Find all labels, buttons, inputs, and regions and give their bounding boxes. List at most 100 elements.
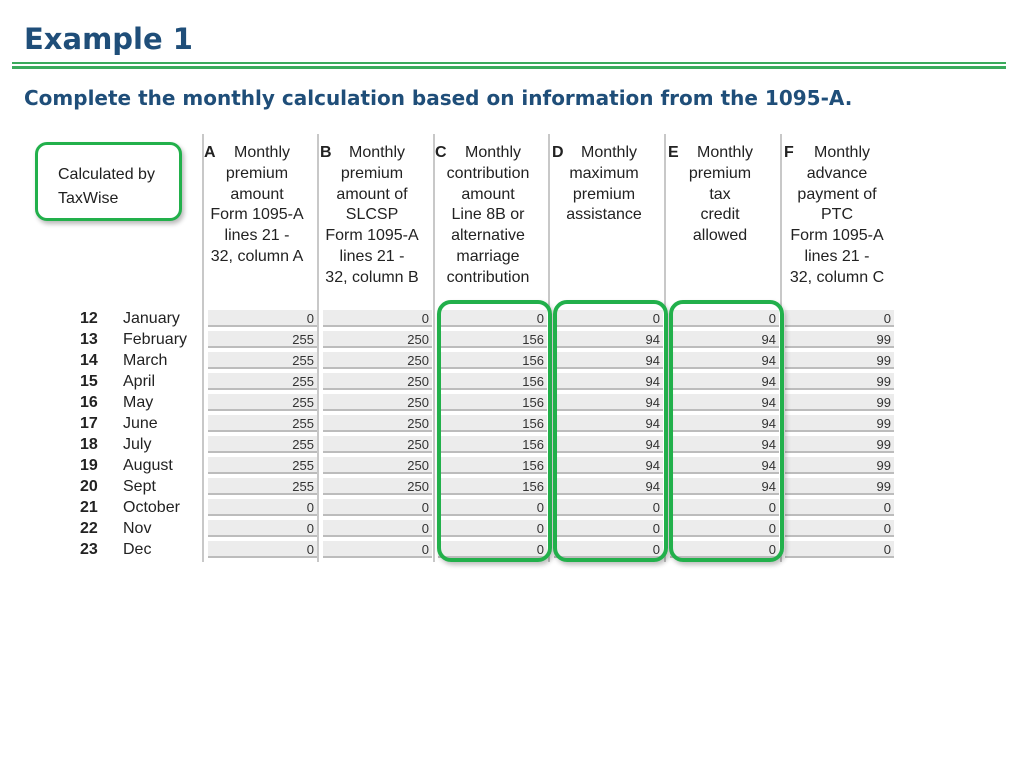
value-cell-c[interactable]: 156 — [438, 478, 547, 495]
value-cell-a[interactable]: 255 — [208, 331, 317, 348]
callout-line-2: TaxWise — [58, 190, 119, 207]
value-cell-c[interactable]: 156 — [438, 373, 547, 390]
column-header-line: Form 1095-A — [790, 227, 884, 245]
value-cell-b[interactable]: 250 — [323, 394, 432, 411]
value-cell-f[interactable]: 99 — [785, 478, 894, 495]
value-cell-a[interactable]: 255 — [208, 352, 317, 369]
value-cell-d[interactable]: 94 — [554, 373, 663, 390]
column-header-line: Monthly — [348, 144, 406, 161]
callout-line-1: Calculated by — [58, 166, 155, 183]
value-cell-e[interactable]: 94 — [670, 352, 779, 369]
value-cell-f[interactable]: 99 — [785, 436, 894, 453]
value-cell-c[interactable]: 156 — [438, 331, 547, 348]
value-cell-e[interactable]: 94 — [670, 478, 779, 495]
value-cell-a[interactable]: 255 — [208, 478, 317, 495]
value-cell-c[interactable]: 156 — [438, 352, 547, 369]
value-cell-d[interactable]: 94 — [554, 331, 663, 348]
value-cell-f[interactable]: 0 — [785, 310, 894, 327]
value-cell-e[interactable]: 0 — [670, 499, 779, 516]
column-header-line: maximum — [569, 164, 639, 182]
value-cell-c[interactable]: 0 — [438, 520, 547, 537]
value-cell-f[interactable]: 0 — [785, 541, 894, 558]
column-letter: D — [552, 144, 564, 161]
value-cell-a[interactable]: 255 — [208, 415, 317, 432]
value-cell-b[interactable]: 250 — [323, 457, 432, 474]
value-cell-e[interactable]: 94 — [670, 457, 779, 474]
value-cell-c[interactable]: 156 — [438, 436, 547, 453]
value-cell-b[interactable]: 250 — [323, 478, 432, 495]
value-cell-b[interactable]: 250 — [323, 415, 432, 432]
value-cell-d[interactable]: 94 — [554, 394, 663, 411]
row-line-number: 19 — [80, 457, 98, 474]
row-line-number: 18 — [80, 436, 98, 453]
value-cell-f[interactable]: 0 — [785, 499, 894, 516]
value-cell-e[interactable]: 94 — [670, 394, 779, 411]
value-cell-c[interactable]: 156 — [438, 415, 547, 432]
value-cell-b[interactable]: 0 — [323, 520, 432, 537]
value-cell-d[interactable]: 0 — [554, 310, 663, 327]
value-cell-f[interactable]: 99 — [785, 394, 894, 411]
value-cell-a[interactable]: 255 — [208, 457, 317, 474]
column-letter: F — [784, 144, 794, 161]
value-cell-d[interactable]: 0 — [554, 520, 663, 537]
value-cell-c[interactable]: 0 — [438, 310, 547, 327]
value-cell-d[interactable]: 94 — [554, 415, 663, 432]
column-header-line: Line 8B or — [451, 206, 525, 224]
value-cell-a[interactable]: 0 — [208, 541, 317, 558]
column-separator — [317, 134, 319, 562]
column-header-line: lines 21 - — [804, 248, 870, 265]
column-header-line: amount of — [336, 185, 408, 203]
row-month-label: June — [123, 415, 158, 432]
value-cell-d[interactable]: 94 — [554, 457, 663, 474]
value-cell-f[interactable]: 99 — [785, 373, 894, 390]
column-letter: E — [668, 144, 679, 161]
row-line-number: 14 — [80, 352, 98, 369]
value-cell-e[interactable]: 0 — [670, 520, 779, 537]
value-cell-b[interactable]: 250 — [323, 331, 432, 348]
row-line-number: 22 — [80, 520, 98, 537]
value-cell-e[interactable]: 94 — [670, 415, 779, 432]
column-letter: C — [435, 144, 447, 161]
value-cell-b[interactable]: 0 — [323, 310, 432, 327]
value-cell-a[interactable]: 0 — [208, 310, 317, 327]
value-cell-e[interactable]: 94 — [670, 373, 779, 390]
value-cell-f[interactable]: 99 — [785, 331, 894, 348]
value-cell-d[interactable]: 0 — [554, 541, 663, 558]
value-cell-e[interactable]: 94 — [670, 436, 779, 453]
column-header-line: Monthly — [580, 144, 638, 161]
value-cell-a[interactable]: 0 — [208, 499, 317, 516]
value-cell-a[interactable]: 255 — [208, 373, 317, 390]
value-cell-d[interactable]: 94 — [554, 436, 663, 453]
slide-subtitle: Complete the monthly calculation based o… — [24, 86, 853, 110]
value-cell-e[interactable]: 0 — [670, 310, 779, 327]
row-month-label: Sept — [123, 478, 156, 495]
value-cell-c[interactable]: 156 — [438, 394, 547, 411]
value-cell-d[interactable]: 0 — [554, 499, 663, 516]
value-cell-a[interactable]: 255 — [208, 436, 317, 453]
column-header-line: lines 21 - — [224, 227, 290, 245]
value-cell-f[interactable]: 99 — [785, 457, 894, 474]
value-cell-e[interactable]: 94 — [670, 331, 779, 348]
column-header-line: PTC — [821, 206, 853, 224]
value-cell-a[interactable]: 0 — [208, 520, 317, 537]
value-cell-f[interactable]: 99 — [785, 415, 894, 432]
column-header-line: tax — [709, 185, 731, 203]
value-cell-f[interactable]: 99 — [785, 352, 894, 369]
value-cell-b[interactable]: 250 — [323, 352, 432, 369]
value-cell-f[interactable]: 0 — [785, 520, 894, 537]
column-header-line: contribution — [446, 268, 530, 286]
value-cell-d[interactable]: 94 — [554, 478, 663, 495]
value-cell-b[interactable]: 0 — [323, 499, 432, 516]
value-cell-b[interactable]: 250 — [323, 373, 432, 390]
value-cell-d[interactable]: 94 — [554, 352, 663, 369]
value-cell-c[interactable]: 0 — [438, 499, 547, 516]
value-cell-c[interactable]: 0 — [438, 541, 547, 558]
value-cell-b[interactable]: 250 — [323, 436, 432, 453]
slide-title: Example 1 — [24, 22, 193, 56]
row-month-label: January — [123, 310, 180, 327]
column-header-line: credit — [700, 206, 740, 224]
value-cell-b[interactable]: 0 — [323, 541, 432, 558]
value-cell-a[interactable]: 255 — [208, 394, 317, 411]
value-cell-e[interactable]: 0 — [670, 541, 779, 558]
value-cell-c[interactable]: 156 — [438, 457, 547, 474]
